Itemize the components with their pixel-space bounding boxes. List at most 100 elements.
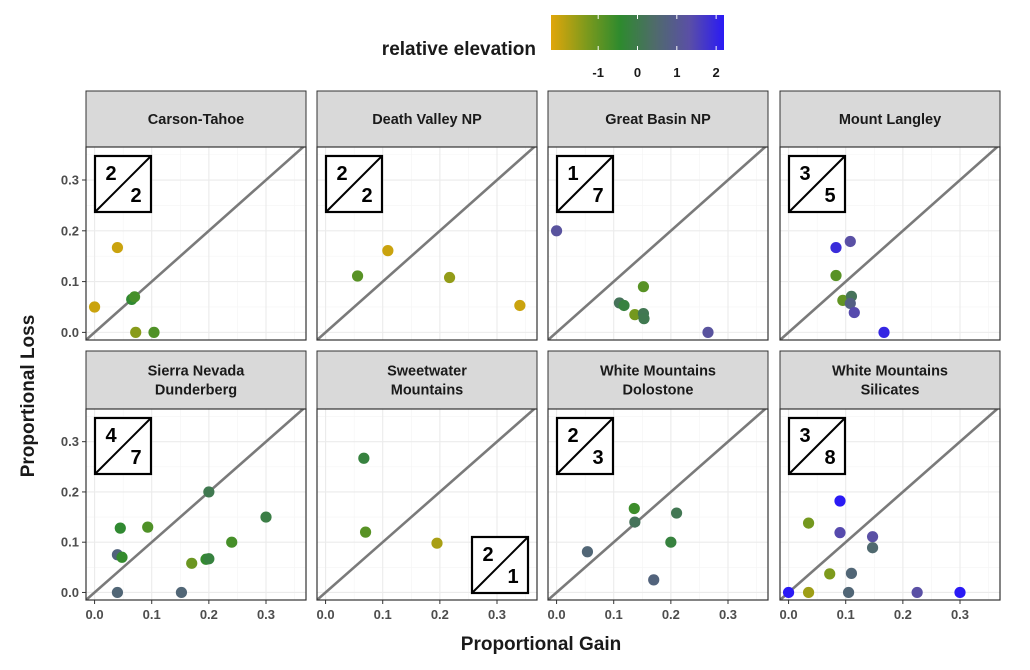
data-point bbox=[358, 452, 370, 464]
x-tick-label: 0.3 bbox=[257, 607, 275, 622]
ratio-box-divider bbox=[788, 155, 846, 213]
data-point bbox=[443, 271, 456, 284]
ratio-box-top: 2 bbox=[567, 425, 578, 447]
data-point bbox=[637, 281, 650, 293]
data-point bbox=[114, 522, 126, 534]
color-legend: relative elevation -1 0 1 2 bbox=[382, 15, 724, 80]
data-point bbox=[866, 542, 879, 554]
ratio-box-divider bbox=[94, 155, 152, 213]
data-point bbox=[845, 567, 858, 579]
one-to-one-line bbox=[780, 147, 1000, 340]
facet-strip bbox=[316, 350, 538, 410]
ratio-box-bottom: 2 bbox=[130, 185, 141, 207]
facet-strip bbox=[85, 350, 307, 410]
facet-title: Mount Langley bbox=[839, 112, 941, 128]
ratio-box-top: 2 bbox=[105, 163, 116, 185]
x-tick-label: 0.0 bbox=[86, 607, 104, 622]
x-tick-label: 0.1 bbox=[837, 607, 855, 622]
data-point bbox=[203, 553, 215, 565]
data-point bbox=[203, 486, 215, 498]
data-point bbox=[866, 531, 879, 543]
data-point bbox=[844, 297, 856, 310]
data-point bbox=[148, 326, 160, 338]
data-point bbox=[226, 536, 238, 548]
facet-title: White Mountains bbox=[600, 364, 716, 380]
legend-colorbar bbox=[551, 15, 724, 50]
ratio-box-bottom: 8 bbox=[824, 447, 835, 469]
ratio-box-divider bbox=[471, 536, 529, 594]
data-point bbox=[848, 306, 860, 319]
legend-tick-label: 1 bbox=[673, 65, 680, 80]
one-to-one-line bbox=[86, 147, 306, 340]
facet-panel: White Mountains Dolostone 23 0.0 0.1 0.2 0.3 bbox=[547, 350, 769, 622]
panel-border bbox=[779, 408, 1001, 601]
one-to-one-line bbox=[317, 409, 537, 600]
facet-title: Carson-Tahoe bbox=[148, 112, 244, 128]
x-tick-label: 0.1 bbox=[605, 607, 623, 622]
facet-strip bbox=[85, 90, 307, 148]
facet-panel: Mount Langley 35 bbox=[779, 90, 1001, 341]
ratio-box-top: 3 bbox=[799, 163, 810, 185]
facet-title: Great Basin NP bbox=[605, 112, 711, 128]
x-tick-label: 0.3 bbox=[719, 607, 737, 622]
data-point bbox=[88, 301, 101, 313]
facet-strip bbox=[547, 90, 769, 148]
x-tick-label: 0.1 bbox=[374, 607, 392, 622]
data-point bbox=[824, 568, 836, 580]
facet-strip bbox=[779, 90, 1001, 148]
ratio-box-bottom: 2 bbox=[361, 185, 372, 207]
ratio-box-top: 4 bbox=[105, 425, 117, 447]
ratio-box-divider bbox=[556, 417, 614, 475]
facet-panel: Great Basin NP 17 bbox=[547, 90, 769, 341]
facet-strip bbox=[547, 350, 769, 410]
data-point bbox=[878, 326, 890, 338]
data-point bbox=[670, 507, 683, 519]
facet-panel: Carson-Tahoe 22 0.0 0.1 0.2 0.3 bbox=[61, 90, 307, 341]
data-point bbox=[351, 270, 364, 282]
x-tick-label: 0.2 bbox=[894, 607, 912, 622]
data-point bbox=[260, 511, 272, 523]
data-point bbox=[581, 546, 594, 558]
data-point bbox=[514, 299, 526, 312]
data-point bbox=[802, 586, 815, 599]
data-point bbox=[618, 299, 630, 312]
data-point bbox=[834, 495, 846, 507]
one-to-one-line bbox=[317, 147, 537, 340]
panel-border bbox=[316, 146, 538, 341]
data-point bbox=[382, 245, 394, 257]
data-point bbox=[175, 586, 188, 599]
data-point bbox=[648, 574, 660, 586]
ratio-box: 17 bbox=[555, 154, 615, 214]
ratio-box: 38 bbox=[787, 416, 847, 476]
facet-title: Silicates bbox=[861, 383, 920, 399]
data-point bbox=[638, 313, 650, 325]
one-to-one-line bbox=[548, 409, 768, 600]
facet-panel: Sierra Nevada Dunderberg 47 0.0 0.1 0.2 0.3 0.0… bbox=[61, 350, 307, 622]
ratio-box-top: 2 bbox=[482, 544, 493, 566]
ratio-box-divider bbox=[325, 155, 383, 213]
data-point bbox=[844, 235, 856, 248]
ratio-box-bottom: 5 bbox=[824, 185, 835, 207]
data-point bbox=[782, 586, 795, 599]
data-point bbox=[665, 536, 677, 548]
data-point bbox=[702, 326, 714, 338]
ratio-box-bottom: 7 bbox=[592, 185, 603, 207]
data-point bbox=[802, 517, 815, 529]
y-tick-label: 0.0 bbox=[61, 585, 79, 600]
legend-tick-label: 2 bbox=[713, 65, 720, 80]
data-point bbox=[116, 551, 128, 563]
x-tick-label: 0.2 bbox=[431, 607, 449, 622]
x-tick-label: 0.3 bbox=[951, 607, 969, 622]
data-point bbox=[111, 586, 124, 599]
facet-title: Dolostone bbox=[623, 383, 694, 399]
data-point bbox=[111, 241, 124, 254]
data-point bbox=[954, 586, 966, 599]
data-point bbox=[629, 516, 641, 528]
ratio-box-divider bbox=[788, 417, 846, 475]
data-point bbox=[842, 586, 855, 599]
facet-panel: White Mountains Silicates 38 0.0 0.1 0.2 0.3 bbox=[779, 350, 1001, 622]
facet-title: Sweetwater bbox=[387, 364, 467, 380]
x-axis-title: Proportional Gain bbox=[461, 634, 621, 655]
